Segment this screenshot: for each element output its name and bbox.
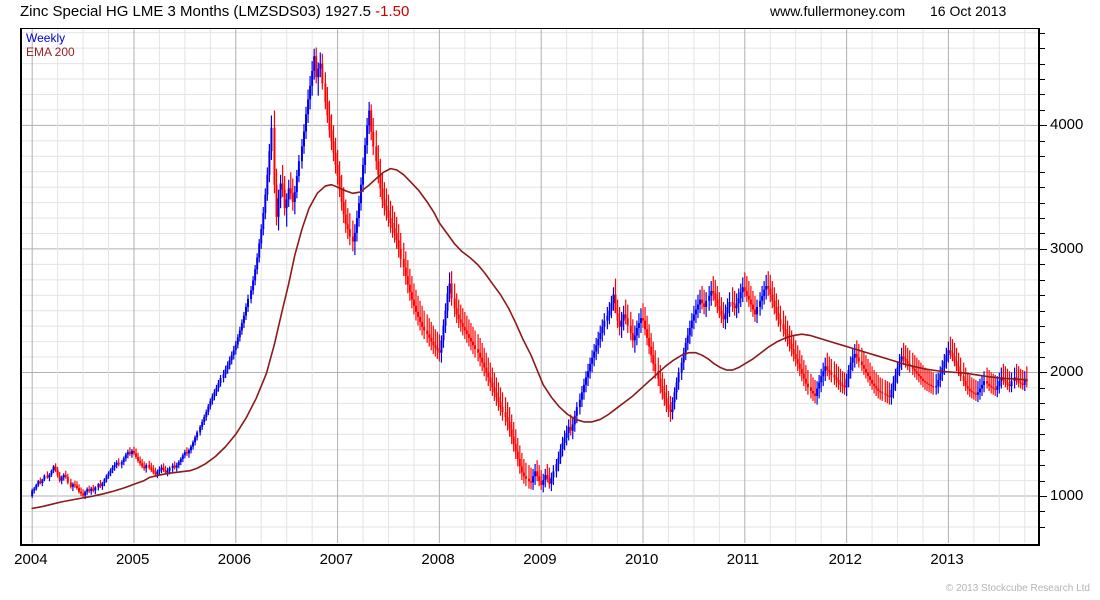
- y-axis-minor-tick: [1040, 511, 1045, 513]
- y-axis-minor-tick: [1040, 109, 1045, 111]
- y-axis-minor-tick: [1040, 526, 1045, 528]
- y-axis-tick-label: 4000: [1050, 116, 1084, 134]
- y-axis-minor-tick: [1040, 449, 1045, 451]
- y-axis-tick-label: 1000: [1050, 487, 1084, 505]
- x-axis-tick-label: 2011: [726, 551, 760, 568]
- y-axis-major-tick: [1040, 248, 1047, 250]
- y-axis-minor-tick: [1040, 326, 1045, 328]
- y-axis-minor-tick: [1040, 295, 1045, 297]
- chart-legend: Weekly EMA 200: [26, 31, 75, 59]
- title-text: Zinc Special HG LME 3 Months (LMZSDS03) …: [20, 3, 376, 20]
- chart-header: Zinc Special HG LME 3 Months (LMZSDS03) …: [0, 0, 1100, 26]
- legend-item-weekly: Weekly: [26, 31, 66, 45]
- series-ema200-line: [31, 167, 1028, 510]
- y-axis-minor-tick: [1040, 218, 1045, 220]
- y-axis-tick-label: 2000: [1050, 363, 1084, 381]
- page-title: Zinc Special HG LME 3 Months (LMZSDS03) …: [20, 3, 409, 20]
- y-axis-major-tick: [1040, 372, 1047, 374]
- price-change: -1.50: [375, 3, 410, 20]
- y-axis-minor-tick: [1040, 202, 1045, 204]
- y-axis-minor-tick: [1040, 465, 1045, 467]
- y-axis-minor-tick: [1040, 341, 1045, 343]
- x-axis-tick-label: 2004: [14, 551, 48, 568]
- y-axis-minor-tick: [1040, 48, 1045, 50]
- copyright-notice: © 2013 Stockcube Research Ltd: [945, 583, 1090, 594]
- x-axis-tick-label: 2005: [115, 551, 150, 568]
- y-axis-minor-tick: [1040, 357, 1045, 359]
- website-label: www.fullermoney.com: [770, 3, 906, 19]
- y-axis-minor-tick: [1040, 79, 1045, 81]
- y-axis-major-tick: [1040, 496, 1047, 498]
- y-axis-minor-tick: [1040, 279, 1045, 281]
- y-axis-major-tick: [1040, 125, 1047, 127]
- chart-date: 16 Oct 2013: [930, 3, 1007, 19]
- x-axis-tick-label: 2013: [930, 551, 964, 568]
- y-axis-minor-tick: [1040, 387, 1045, 389]
- y-axis-minor-tick: [1040, 480, 1045, 482]
- y-axis-minor-tick: [1040, 171, 1045, 173]
- y-axis-minor-tick: [1040, 156, 1045, 158]
- x-axis-tick-label: 2012: [828, 551, 862, 568]
- y-axis-minor-tick: [1040, 434, 1045, 436]
- y-axis-minor-tick: [1040, 94, 1045, 96]
- plot-area: [20, 28, 1040, 546]
- y-axis-minor-tick: [1040, 63, 1045, 65]
- chart-canvas: [22, 29, 1038, 543]
- y-axis-minor-tick: [1040, 418, 1045, 420]
- y-axis-minor-tick: [1040, 233, 1045, 235]
- y-axis-minor-tick: [1040, 264, 1045, 266]
- x-axis-tick-label: 2010: [625, 551, 659, 568]
- x-axis-tick-label: 2009: [523, 551, 557, 568]
- series-weekly-ohlc: [31, 47, 1028, 500]
- y-axis-minor-tick: [1040, 310, 1045, 312]
- y-axis-minor-tick: [1040, 140, 1045, 142]
- x-axis-tick-label: 2008: [421, 551, 455, 568]
- y-axis-minor-tick: [1040, 32, 1045, 34]
- y-axis-minor-tick: [1040, 187, 1045, 189]
- y-axis-minor-tick: [1040, 403, 1045, 405]
- legend-item-ema200: EMA 200: [26, 45, 75, 59]
- y-axis-tick-label: 3000: [1050, 239, 1084, 257]
- x-axis-tick-label: 2007: [319, 551, 353, 568]
- x-axis-tick-label: 2006: [217, 551, 252, 568]
